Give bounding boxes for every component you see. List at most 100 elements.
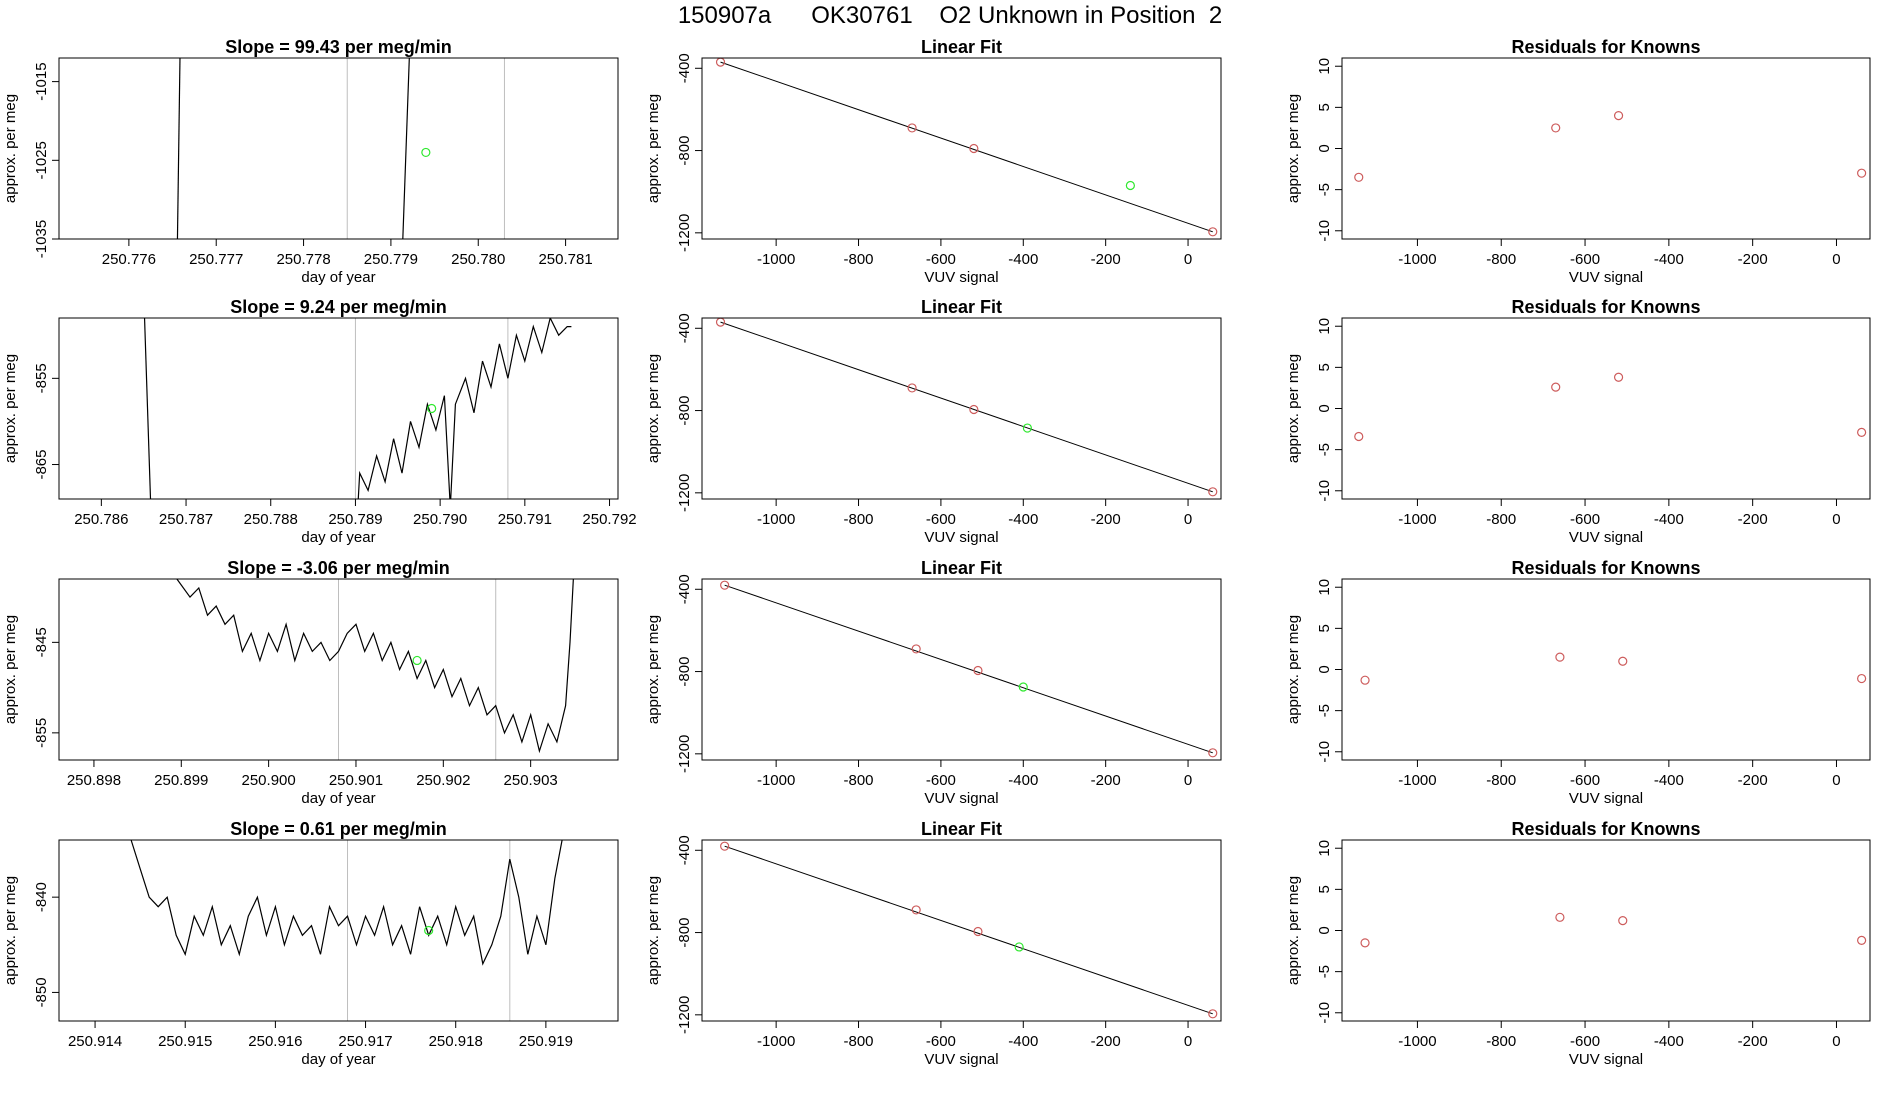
y-axis-label: approx. per meg bbox=[2, 615, 19, 724]
x-tick-label: 0 bbox=[1832, 511, 1840, 528]
panel-title: Residuals for Knowns bbox=[1511, 819, 1700, 839]
x-axis-label: VUV signal bbox=[1569, 790, 1643, 807]
x-tick-label: 250.789 bbox=[328, 511, 382, 528]
x-tick-label: -200 bbox=[1738, 251, 1768, 268]
panel-title: Residuals for Knowns bbox=[1511, 297, 1700, 317]
y-tick-label: -800 bbox=[676, 657, 693, 687]
y-tick-label: -5 bbox=[1316, 183, 1333, 196]
y-axis-label: approx. per meg bbox=[2, 94, 19, 203]
panel-slope-row-2: Slope = 9.24 per meg/min 250.786 250.787 25… bbox=[2, 297, 637, 546]
residual-point bbox=[1618, 656, 1628, 666]
y-tick-label: -10 bbox=[1316, 480, 1333, 502]
panel-title: Slope = -3.06 per meg/min bbox=[227, 558, 450, 578]
unknown-point bbox=[412, 655, 422, 666]
x-tick-label: -200 bbox=[1091, 251, 1121, 268]
unknown-point bbox=[1125, 180, 1135, 191]
y-tick-label: -1200 bbox=[676, 214, 693, 252]
x-tick-label: -400 bbox=[1008, 251, 1038, 268]
x-tick-label: 0 bbox=[1184, 511, 1192, 528]
figure-title: 150907a OK30761 O2 Unknown in Position 2 bbox=[677, 2, 1223, 29]
plot-frame bbox=[58, 578, 619, 761]
series-line bbox=[130, 840, 563, 966]
plot-frame bbox=[701, 578, 1222, 761]
x-tick-label: 250.787 bbox=[159, 511, 213, 528]
x-tick-label: 0 bbox=[1184, 251, 1192, 268]
x-tick-label: -800 bbox=[1486, 251, 1516, 268]
plot-frame bbox=[701, 317, 1222, 500]
residual-point bbox=[1618, 916, 1628, 926]
y-tick-label: -1200 bbox=[676, 735, 693, 773]
series-line bbox=[176, 58, 181, 239]
y-tick-label: 0 bbox=[1316, 665, 1333, 673]
x-tick-label: -600 bbox=[1570, 251, 1600, 268]
y-axis-label: approx. per meg bbox=[1285, 615, 1302, 724]
series-line bbox=[357, 318, 572, 499]
y-tick-label: -5 bbox=[1316, 704, 1333, 717]
x-tick-label: -800 bbox=[844, 772, 874, 789]
x-tick-label: 0 bbox=[1832, 772, 1840, 789]
x-tick-label: -600 bbox=[926, 251, 956, 268]
x-axis-label: VUV signal bbox=[1569, 269, 1643, 286]
y-tick-label: 10 bbox=[1316, 840, 1333, 857]
x-tick-label: -800 bbox=[844, 511, 874, 528]
x-tick-label: -1000 bbox=[1398, 772, 1436, 789]
y-tick-label: -400 bbox=[676, 53, 693, 83]
residual-point bbox=[1857, 168, 1867, 178]
panel-title: Slope = 99.43 per meg/min bbox=[225, 37, 452, 57]
fit-line bbox=[720, 61, 1213, 233]
plot-frame bbox=[58, 317, 619, 500]
y-tick-label: -5 bbox=[1316, 443, 1333, 456]
y-tick-label: -400 bbox=[676, 835, 693, 865]
known-point bbox=[1208, 748, 1218, 758]
y-tick-label: -10 bbox=[1316, 220, 1333, 242]
x-tick-label: -200 bbox=[1091, 772, 1121, 789]
x-tick-label: -600 bbox=[1570, 511, 1600, 528]
residual-point bbox=[1360, 675, 1370, 685]
x-tick-label: 250.916 bbox=[248, 1033, 302, 1050]
y-tick-label: 10 bbox=[1316, 318, 1333, 335]
fit-line bbox=[724, 584, 1213, 754]
residual-point bbox=[1354, 172, 1364, 182]
y-tick-label: -5 bbox=[1316, 965, 1333, 978]
panel-title: Linear Fit bbox=[921, 37, 1002, 57]
known-point bbox=[907, 123, 917, 133]
x-tick-label: -400 bbox=[1654, 511, 1684, 528]
x-tick-label: -1000 bbox=[757, 251, 795, 268]
known-point bbox=[911, 644, 921, 654]
y-tick-label: 5 bbox=[1316, 103, 1333, 111]
y-tick-label: -840 bbox=[33, 882, 50, 912]
panel-residuals-row-2: Residuals for Knowns-1000 -800 -600 -400 -20… bbox=[1285, 297, 1871, 546]
x-tick-label: 250.781 bbox=[538, 251, 592, 268]
x-tick-label: 250.780 bbox=[451, 251, 505, 268]
y-axis-label: approx. per meg bbox=[1285, 876, 1302, 985]
residual-point bbox=[1354, 431, 1364, 442]
plot-frame bbox=[1341, 839, 1871, 1022]
plot-frame bbox=[1341, 317, 1871, 500]
y-tick-label: 0 bbox=[1316, 404, 1333, 412]
y-tick-label: -400 bbox=[676, 574, 693, 604]
unknown-point bbox=[1022, 423, 1033, 433]
x-tick-label: 250.901 bbox=[329, 772, 383, 789]
x-tick-label: -400 bbox=[1654, 772, 1684, 789]
x-tick-label: -400 bbox=[1654, 1033, 1684, 1050]
x-tick-label: -600 bbox=[1570, 1033, 1600, 1050]
y-tick-label: 10 bbox=[1316, 579, 1333, 596]
fit-line bbox=[724, 845, 1213, 1015]
known-point bbox=[715, 57, 726, 67]
x-tick-label: -800 bbox=[1486, 772, 1516, 789]
panel-title: Residuals for Knowns bbox=[1511, 37, 1700, 57]
panel-title: Slope = 0.61 per meg/min bbox=[230, 819, 447, 839]
y-tick-label: 0 bbox=[1316, 926, 1333, 934]
x-tick-label: -800 bbox=[1486, 1033, 1516, 1050]
y-tick-label: 5 bbox=[1316, 885, 1333, 893]
x-tick-label: 0 bbox=[1184, 1033, 1192, 1050]
known-point bbox=[969, 404, 979, 415]
panel-title: Linear Fit bbox=[921, 558, 1002, 578]
series-line bbox=[176, 579, 574, 754]
panel-fit-row-3: Linear Fit -1000 -800 -600 -400 -200 0 -400 -800… bbox=[645, 558, 1222, 807]
y-tick-label: 10 bbox=[1316, 58, 1333, 75]
plot-frame bbox=[1341, 57, 1871, 240]
x-tick-label: 250.899 bbox=[154, 772, 208, 789]
panel-residuals-row-4: Residuals for Knowns-1000 -800 -600 -400 -20… bbox=[1285, 819, 1871, 1068]
